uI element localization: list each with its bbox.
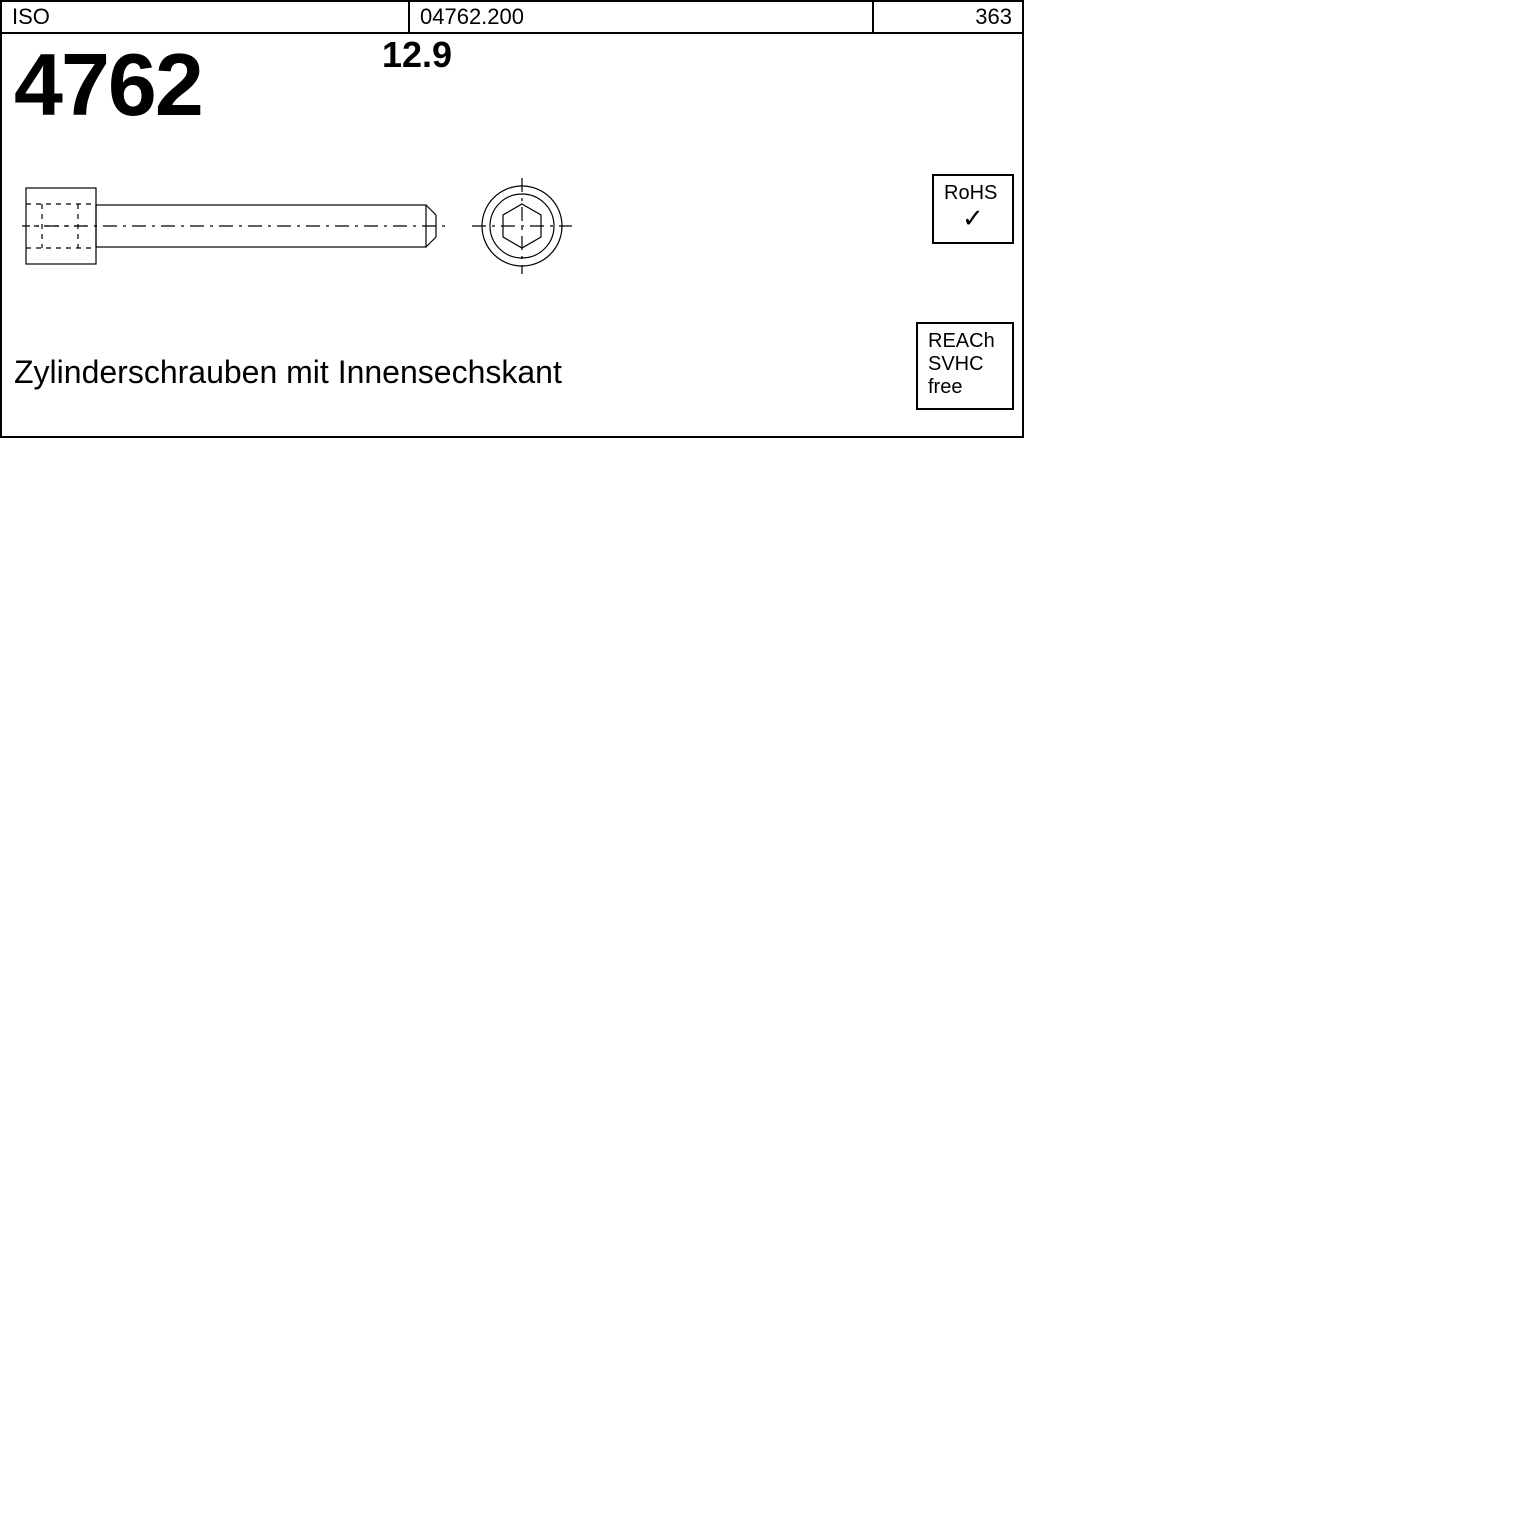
header-row: ISO 04762.200 363 <box>0 0 1024 34</box>
datasheet-card: ISO 04762.200 363 4762 12.9 <box>0 0 1024 440</box>
rohs-label: RoHS <box>944 182 1002 205</box>
header-code: 04762.200 <box>410 2 874 32</box>
standard-number: 4762 <box>14 34 202 136</box>
reach-badge: REACh SVHC free <box>916 322 1014 410</box>
header-page-number: 363 <box>874 2 1024 32</box>
reach-line2: SVHC <box>928 353 1002 376</box>
reach-line3: free <box>928 376 1002 399</box>
header-standard-label: ISO <box>0 2 410 32</box>
product-description: Zylinderschrauben mit Innensechskant <box>14 354 562 391</box>
main-area: 4762 12.9 <box>0 34 1024 438</box>
rohs-badge: RoHS ✓ <box>932 174 1014 244</box>
reach-line1: REACh <box>928 330 1002 353</box>
check-icon: ✓ <box>962 205 1002 231</box>
bolt-diagram <box>22 176 582 276</box>
property-class: 12.9 <box>382 34 452 76</box>
